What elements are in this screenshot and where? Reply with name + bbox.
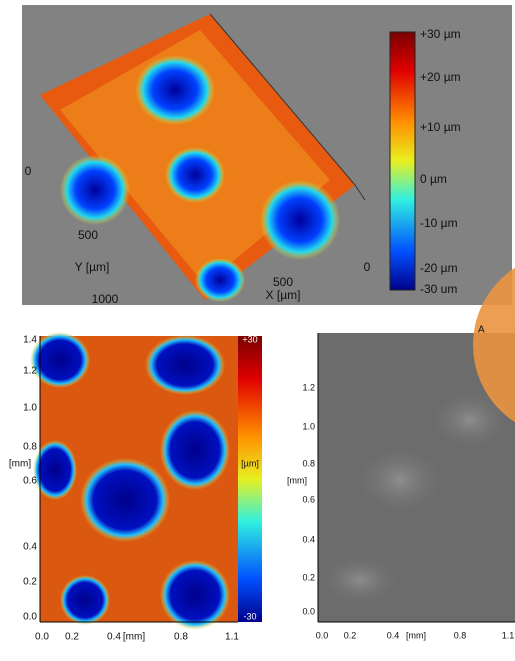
y-tick-label: 0.2 [23, 577, 37, 588]
y-tick-label: 0 [25, 164, 32, 178]
y-tick-label: 1.0 [302, 421, 315, 431]
y-tick-label: 0.0 [302, 606, 315, 616]
x-axis-label: X [µm] [266, 288, 301, 302]
y-tick-label: 0.8 [23, 442, 37, 453]
x-tick-label: 0.8 [174, 632, 188, 643]
overlay-label: A [478, 325, 485, 336]
y-tick-label: 500 [78, 228, 98, 242]
x-tick-label: 1.1 [225, 632, 239, 643]
y-tick-label: 0.6 [23, 476, 37, 487]
y-tick-label: 0.0 [23, 612, 37, 623]
colorbar-label: +20 µm [420, 70, 461, 84]
y-tick-label: 0.2 [302, 572, 315, 582]
y-tick-label: 0.8 [302, 458, 315, 468]
colorbar-label: -20 µm [420, 261, 458, 275]
z-tick-label: 0 [364, 260, 371, 274]
pit [60, 155, 130, 225]
y-tick-label: 0.6 [302, 494, 315, 504]
colorbar-label: +10 µm [420, 120, 461, 134]
colorbar-label: -30 [243, 611, 256, 621]
x-tick-label: 0.0 [35, 632, 49, 643]
y-tick-label: 1.2 [302, 382, 315, 392]
pit [135, 55, 215, 125]
figure: A +30 µm +20 µm +10 µm 0 µm -10 µm -20 µm -30 … [0, 0, 515, 656]
colorbar [390, 32, 415, 290]
x-axis-unit: [mm] [123, 632, 145, 643]
texture [355, 445, 445, 515]
x-tick-label: 0.2 [65, 632, 79, 643]
x-tick-label: 0.4 [387, 630, 400, 640]
colorbar-label: +30 µm [420, 27, 461, 41]
x-tick-label: 0.0 [316, 630, 329, 640]
pit [60, 575, 110, 625]
pit [80, 458, 170, 542]
pit [260, 180, 340, 260]
pit [30, 332, 90, 388]
y-tick-label: 1000 [92, 292, 119, 306]
y-tick-label: 1.0 [23, 403, 37, 414]
pit [160, 410, 230, 490]
colorbar-label: [µm] [241, 458, 259, 468]
colorbar [238, 336, 262, 622]
x-tick-label: 0.2 [344, 630, 357, 640]
x-tick-label: 0.4 [107, 632, 121, 643]
colorbar-label: -10 µm [420, 216, 458, 230]
y-tick-label: 1.2 [23, 366, 37, 377]
x-tick-label: 1.1 [502, 630, 515, 640]
texture [320, 555, 400, 605]
x-tick-label: 0.8 [454, 630, 467, 640]
y-axis-unit: [mm] [9, 459, 31, 470]
pit [195, 258, 245, 302]
colorbar-label: -30 um [420, 282, 457, 296]
y-tick-label: 1.4 [23, 335, 37, 346]
colorbar-label: +30 [242, 334, 257, 344]
y-axis-unit: [mm] [287, 475, 307, 485]
x-axis-unit: [mm] [406, 630, 426, 640]
pit [145, 335, 225, 395]
y-tick-label: 0.4 [302, 534, 315, 544]
y-axis-label: Y [µm] [75, 260, 110, 274]
colorbar-label: 0 µm [420, 172, 447, 186]
y-tick-label: 0.4 [23, 542, 37, 553]
pit [165, 147, 225, 203]
x-tick-label: 500 [273, 275, 293, 289]
pit [160, 560, 230, 630]
